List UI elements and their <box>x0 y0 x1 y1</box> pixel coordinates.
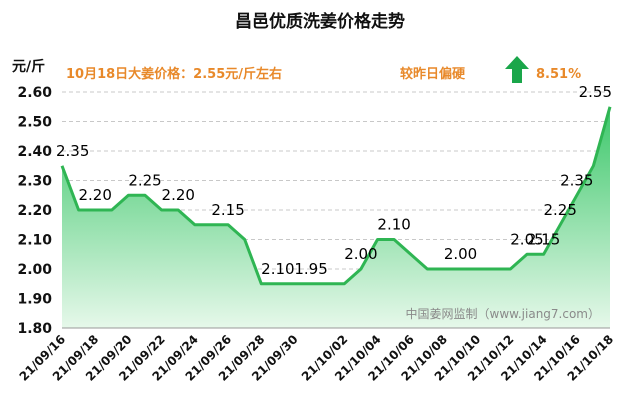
data-label: 2.35 <box>56 142 89 160</box>
data-label: 2.05 <box>510 230 543 248</box>
y-tick-label: 2.10 <box>17 233 52 249</box>
up-arrow-icon <box>505 56 529 83</box>
y-axis-ticks: 1.80 1.90 2.00 2.10 2.20 2.30 2.40 2.50 2.60 <box>17 85 52 337</box>
y-tick-label: 2.00 <box>17 262 52 278</box>
data-label: 2.25 <box>543 201 576 219</box>
data-label: 2.35 <box>560 171 593 189</box>
y-tick-label: 2.50 <box>17 115 52 131</box>
x-axis-ticks: 21/09/1621/09/1821/09/2021/09/2221/09/24… <box>17 332 617 384</box>
compare-label: 较昨日偏硬 <box>400 66 466 82</box>
data-label: 2.10 <box>261 260 294 278</box>
y-tick-label: 1.80 <box>17 321 52 337</box>
data-label: 1.95 <box>294 260 327 278</box>
chart-title: 昌邑优质洗姜价格走势 <box>235 11 405 32</box>
watermark: 中国姜网监制（www.jiang7.com） <box>406 306 600 321</box>
y-tick-label: 2.60 <box>17 85 52 101</box>
data-label: 2.15 <box>527 230 560 248</box>
data-label: 2.20 <box>162 186 195 204</box>
change-percent: 8.51% <box>536 67 581 82</box>
data-label: 2.25 <box>128 171 161 189</box>
price-line <box>60 106 612 286</box>
data-label: 2.10 <box>377 216 410 234</box>
y-tick-label: 2.20 <box>17 203 52 219</box>
area-fill <box>62 106 610 328</box>
y-tick-label: 2.40 <box>17 144 52 160</box>
data-label: 2.00 <box>444 245 477 263</box>
data-label: 2.20 <box>79 186 112 204</box>
y-tick-label: 2.30 <box>17 174 52 190</box>
data-label: 2.00 <box>344 245 377 263</box>
y-tick-label: 1.90 <box>17 292 52 308</box>
data-label: 2.15 <box>211 201 244 219</box>
data-label: 2.55 <box>579 83 612 101</box>
y-axis-unit: 元/斤 <box>12 58 45 75</box>
price-note: 10月18日大姜价格：2.55元/斤左右 <box>66 66 282 82</box>
data-labels: 2.352.202.252.202.152.10 1.952.002.102.00… <box>56 83 612 278</box>
